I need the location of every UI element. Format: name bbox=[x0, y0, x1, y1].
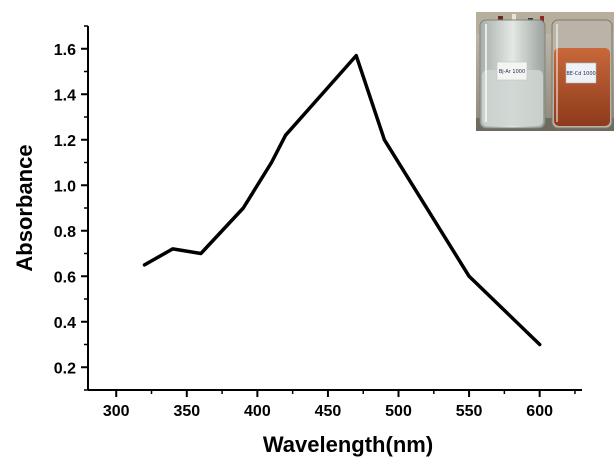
absorbance-series-line bbox=[142, 53, 542, 347]
y-tick-label: 1.2 bbox=[54, 133, 76, 150]
right-beaker-tag bbox=[565, 62, 597, 84]
left-beaker-tag bbox=[496, 61, 528, 81]
right-beaker-label: BE-Cd 1000 bbox=[566, 71, 595, 77]
x-tick-label: 600 bbox=[526, 403, 553, 420]
y-tick-label: 1.4 bbox=[54, 87, 76, 104]
x-tick-label: 400 bbox=[244, 403, 271, 420]
x-tick-label: 350 bbox=[173, 403, 200, 420]
series-layer bbox=[142, 53, 542, 347]
x-axis-title: Wavelength(nm) bbox=[263, 432, 433, 457]
beakers-photo-icon: Bj-Ar 1000 BE-Cd 1000 bbox=[476, 12, 614, 131]
y-tick-label: 0.4 bbox=[54, 315, 76, 332]
x-tick-label: 300 bbox=[103, 403, 130, 420]
y-ticks: 0.2 0.4 0.6 0.8 1.0 1.2 1.4 1.6 bbox=[54, 25, 88, 391]
y-tick-label: 0.2 bbox=[54, 360, 76, 377]
y-axis-title: Absorbance bbox=[12, 144, 37, 271]
x-tick-label: 500 bbox=[385, 403, 412, 420]
y-tick-label: 1.0 bbox=[54, 178, 76, 195]
y-tick-label: 1.6 bbox=[54, 42, 76, 59]
left-beaker-label: Bj-Ar 1000 bbox=[499, 69, 525, 75]
y-tick-label: 0.6 bbox=[54, 269, 76, 286]
x-tick-label: 550 bbox=[456, 403, 483, 420]
right-beaker-icon: BE-Cd 1000 bbox=[551, 19, 613, 129]
left-beaker-icon: Bj-Ar 1000 bbox=[479, 19, 546, 129]
x-ticks: 300 350 400 450 500 550 600 bbox=[103, 390, 576, 420]
y-tick-label: 0.8 bbox=[54, 224, 76, 241]
x-tick-label: 450 bbox=[315, 403, 342, 420]
